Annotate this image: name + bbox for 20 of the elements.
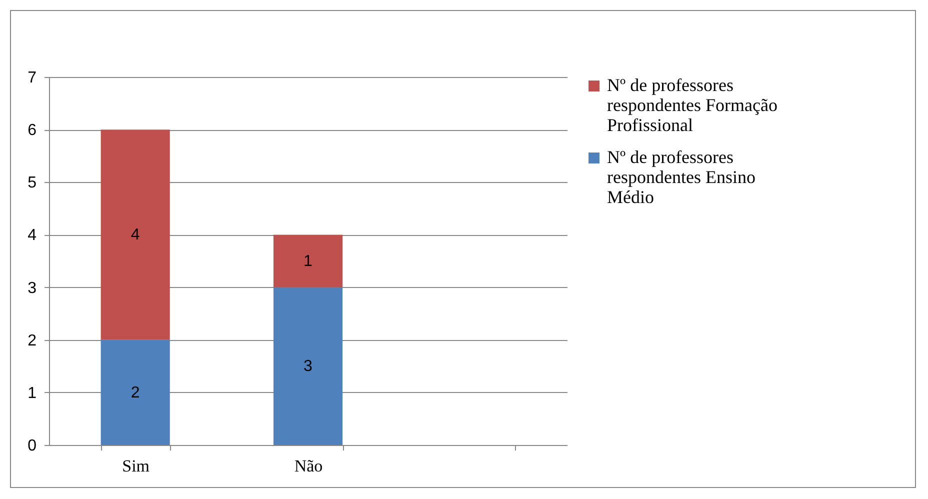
- data-label: 4: [130, 226, 140, 244]
- x-tick-label: Sim: [122, 456, 150, 476]
- y-tick-label: 0: [28, 438, 37, 454]
- x-tick-label: Não: [294, 456, 323, 476]
- data-label: 3: [304, 358, 313, 376]
- bar: [273, 234, 343, 288]
- bar: [100, 130, 170, 340]
- y-tick-label: 5: [28, 174, 37, 192]
- data-label: 2: [130, 384, 140, 402]
- data-label: 1: [304, 253, 313, 270]
- legend-label: Nº de professores respondentes Ensino Médio: [607, 147, 756, 207]
- y-tick-label: 6: [28, 122, 37, 140]
- bar: [100, 340, 170, 445]
- legend-label: Nº de professores respondentes Formação Profissional: [607, 75, 778, 135]
- bar: [273, 287, 343, 445]
- y-tick-label: 7: [28, 70, 37, 86]
- y-tick-label: 2: [28, 332, 37, 350]
- y-tick-label: 4: [28, 227, 37, 244]
- y-tick-label: 1: [28, 384, 37, 402]
- y-tick-label: 3: [28, 280, 37, 297]
